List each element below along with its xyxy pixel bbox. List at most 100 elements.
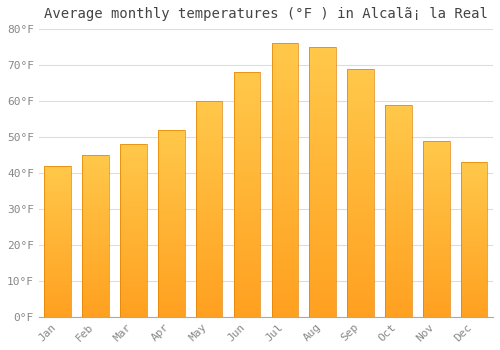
Bar	[461, 213, 487, 215]
Bar	[385, 175, 411, 177]
Bar	[461, 190, 487, 191]
Bar	[461, 187, 487, 188]
Bar	[423, 195, 450, 197]
Bar	[423, 184, 450, 187]
Bar	[461, 301, 487, 303]
Bar	[272, 60, 298, 63]
Bar	[348, 260, 374, 262]
Bar	[82, 283, 109, 285]
Bar	[196, 163, 222, 166]
Bar	[82, 315, 109, 317]
Bar	[158, 255, 184, 257]
Bar	[196, 231, 222, 233]
Bar	[385, 139, 411, 141]
Bar	[120, 177, 146, 179]
Bar	[310, 117, 336, 120]
Bar	[272, 183, 298, 186]
Bar	[158, 148, 184, 150]
Bar	[82, 231, 109, 233]
Bar	[423, 315, 450, 317]
Bar	[234, 77, 260, 79]
Bar	[461, 260, 487, 261]
Bar	[44, 188, 71, 190]
Bar	[44, 191, 71, 193]
Bar	[82, 299, 109, 301]
Bar	[423, 204, 450, 206]
Bar	[120, 255, 146, 257]
Bar	[272, 52, 298, 54]
Bar	[44, 314, 71, 315]
Bar	[234, 160, 260, 163]
Bar	[82, 158, 109, 160]
Bar	[82, 169, 109, 171]
Bar	[158, 265, 184, 266]
Bar	[44, 247, 71, 249]
Bar	[461, 315, 487, 317]
Bar	[423, 290, 450, 292]
Bar	[348, 178, 374, 180]
Bar	[120, 272, 146, 274]
Bar	[196, 101, 222, 103]
Bar	[423, 160, 450, 162]
Bar	[272, 295, 298, 298]
Bar	[423, 158, 450, 160]
Bar	[44, 195, 71, 196]
Bar	[82, 166, 109, 168]
Bar	[423, 278, 450, 280]
Bar	[158, 294, 184, 296]
Bar	[348, 166, 374, 168]
Bar	[82, 291, 109, 293]
Bar	[196, 226, 222, 228]
Bar	[234, 256, 260, 258]
Bar	[423, 298, 450, 299]
Bar	[234, 285, 260, 287]
Bar	[44, 217, 71, 219]
Bar	[196, 101, 222, 317]
Bar	[120, 298, 146, 300]
Bar	[272, 63, 298, 65]
Bar	[44, 201, 71, 202]
Bar	[461, 207, 487, 209]
Bar	[423, 146, 450, 148]
Bar	[196, 155, 222, 157]
Bar	[234, 89, 260, 92]
Bar	[348, 78, 374, 81]
Bar	[272, 87, 298, 90]
Bar	[44, 306, 71, 308]
Bar	[196, 235, 222, 237]
Bar	[196, 293, 222, 295]
Bar	[272, 314, 298, 317]
Bar	[310, 147, 336, 149]
Bar	[385, 162, 411, 164]
Bar	[310, 260, 336, 263]
Bar	[348, 198, 374, 200]
Bar	[385, 130, 411, 132]
Bar	[423, 170, 450, 172]
Bar	[348, 81, 374, 84]
Bar	[348, 185, 374, 188]
Bar	[158, 261, 184, 262]
Bar	[158, 178, 184, 180]
Bar	[348, 98, 374, 101]
Bar	[196, 192, 222, 194]
Bar	[196, 313, 222, 315]
Bar	[196, 250, 222, 252]
Bar	[310, 252, 336, 255]
Bar	[423, 227, 450, 229]
Bar	[272, 161, 298, 164]
Bar	[44, 289, 71, 291]
Bar	[44, 205, 71, 206]
Bar	[158, 190, 184, 191]
Bar	[44, 223, 71, 225]
Bar	[272, 172, 298, 175]
Bar	[272, 265, 298, 268]
Bar	[272, 251, 298, 254]
Bar	[423, 188, 450, 190]
Bar	[120, 172, 146, 174]
Bar	[461, 269, 487, 271]
Bar	[44, 203, 71, 205]
Bar	[310, 90, 336, 93]
Bar	[44, 206, 71, 208]
Bar	[234, 155, 260, 158]
Bar	[348, 69, 374, 317]
